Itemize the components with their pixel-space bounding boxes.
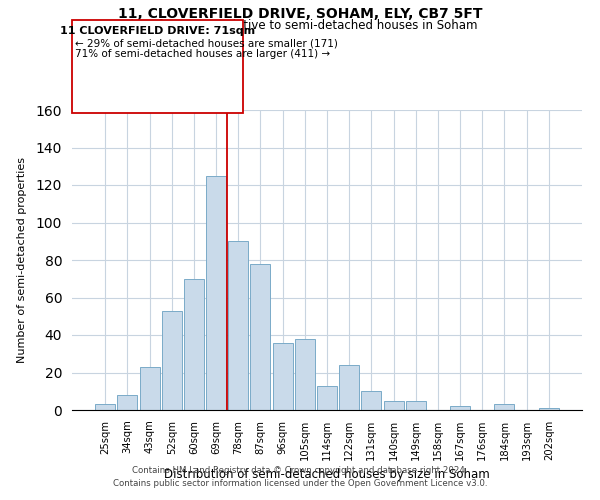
Text: Size of property relative to semi-detached houses in Soham: Size of property relative to semi-detach… (123, 19, 477, 32)
Bar (339, 365, 359, 410)
Bar (383, 400, 404, 410)
Bar (450, 406, 470, 410)
Bar (317, 386, 337, 410)
Bar (228, 242, 248, 410)
Bar (118, 395, 137, 410)
Bar (272, 342, 293, 410)
Text: 11, CLOVERFIELD DRIVE, SOHAM, ELY, CB7 5FT: 11, CLOVERFIELD DRIVE, SOHAM, ELY, CB7 5… (118, 8, 482, 22)
Bar (539, 408, 559, 410)
Bar (206, 176, 226, 410)
Text: 11 CLOVERFIELD DRIVE: 71sqm: 11 CLOVERFIELD DRIVE: 71sqm (60, 26, 255, 36)
Bar (361, 391, 382, 410)
Y-axis label: Number of semi-detached properties: Number of semi-detached properties (17, 157, 28, 363)
Bar (95, 404, 115, 410)
Bar (295, 339, 315, 410)
Bar (162, 310, 182, 410)
Text: Contains HM Land Registry data © Crown copyright and database right 2024.
Contai: Contains HM Land Registry data © Crown c… (113, 466, 487, 487)
X-axis label: Distribution of semi-detached houses by size in Soham: Distribution of semi-detached houses by … (164, 468, 490, 481)
Text: 71% of semi-detached houses are larger (411) →: 71% of semi-detached houses are larger (… (75, 49, 330, 59)
Bar (140, 367, 160, 410)
Text: ← 29% of semi-detached houses are smaller (171): ← 29% of semi-detached houses are smalle… (75, 39, 338, 49)
Bar (184, 279, 204, 410)
Bar (406, 400, 426, 410)
Bar (494, 404, 514, 410)
Bar (250, 264, 271, 410)
